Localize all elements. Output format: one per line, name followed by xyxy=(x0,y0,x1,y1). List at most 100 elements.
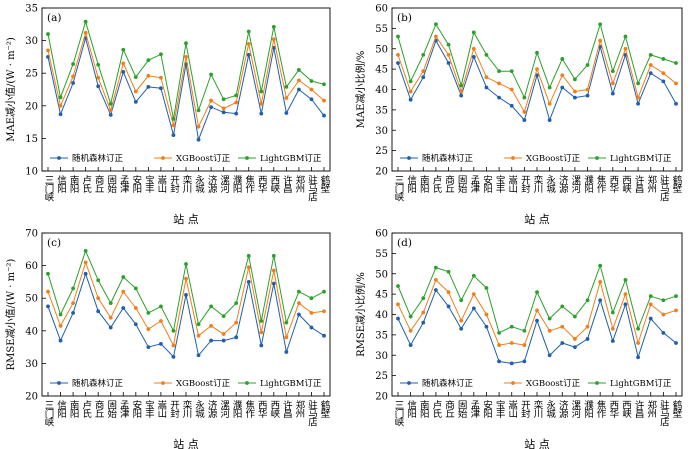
data-point xyxy=(623,277,628,282)
data-point xyxy=(209,338,213,343)
data-point xyxy=(573,345,577,349)
data-point xyxy=(636,101,640,106)
legend-marker xyxy=(161,381,165,385)
panel-d: 20 25 30 35 40 45 50 55 60 三门峡 信阳 南阳 卢氏 商丘 固始 孟津 安阳 宝丰 嵩山开… xyxy=(354,229,683,449)
data-point xyxy=(535,318,539,323)
data-point xyxy=(623,46,628,51)
legend-marker xyxy=(57,381,61,385)
x-category-label: 栾川 xyxy=(532,399,544,418)
x-category-label: 鹤壁 xyxy=(671,174,683,193)
data-point xyxy=(674,101,678,106)
data-point xyxy=(497,330,501,335)
data-point xyxy=(159,75,163,80)
data-point xyxy=(610,326,615,331)
y-axis-label: MAE减小值/(W · m⁻²) xyxy=(4,37,17,142)
x-category-label: 宝丰 xyxy=(494,174,506,194)
data-point xyxy=(522,359,527,364)
data-point xyxy=(146,73,151,78)
x-category-label: 西峡 xyxy=(620,400,632,419)
y-tick-label: 25 xyxy=(375,146,388,157)
x-category-label: 永城 xyxy=(193,174,205,194)
data-point xyxy=(221,314,226,319)
x-axis-label: 站 点 xyxy=(524,437,550,449)
y-axis-label: RMSE减小比例/% xyxy=(354,272,367,357)
x-category-label: 南阳 xyxy=(68,399,80,418)
x-category-label: 驻马店 xyxy=(658,400,670,427)
data-point xyxy=(71,74,75,79)
x-category-label: 濮阳 xyxy=(231,399,243,418)
data-point xyxy=(459,93,464,98)
data-point xyxy=(585,298,590,303)
data-point xyxy=(209,105,213,110)
data-point xyxy=(471,306,476,311)
data-point xyxy=(146,84,151,89)
data-point xyxy=(573,314,577,319)
data-point xyxy=(271,281,276,286)
data-point xyxy=(421,310,426,315)
data-point xyxy=(421,320,426,325)
x-category-label: 濮阳 xyxy=(582,174,594,193)
data-point xyxy=(648,52,653,57)
x-category-label: 信阳 xyxy=(55,399,67,418)
data-point xyxy=(96,296,101,301)
data-point xyxy=(623,302,628,307)
x-category-label: 永城 xyxy=(544,174,556,194)
data-point xyxy=(535,290,539,294)
y-tick-label: 45 xyxy=(375,290,388,301)
data-point xyxy=(284,335,289,340)
x-category-label: 嵩山 xyxy=(506,400,518,418)
data-point xyxy=(297,78,301,83)
data-point xyxy=(221,97,226,102)
x-category-label: 西华 xyxy=(256,400,268,419)
y-tick-label: 20 xyxy=(375,167,388,178)
data-point xyxy=(108,101,113,106)
data-point xyxy=(560,85,565,90)
data-point xyxy=(246,29,251,34)
data-point xyxy=(661,79,666,84)
data-point xyxy=(497,359,501,364)
data-point xyxy=(209,98,213,103)
data-point xyxy=(497,69,501,74)
data-point xyxy=(522,343,527,347)
data-point xyxy=(221,338,226,343)
data-point xyxy=(121,47,126,52)
data-point xyxy=(58,324,63,328)
data-point xyxy=(522,95,527,100)
data-point xyxy=(234,100,239,105)
y-tick-label: 20 xyxy=(25,392,38,403)
x-category-label: 嵩山 xyxy=(155,175,167,193)
data-point xyxy=(46,32,50,36)
data-point xyxy=(108,108,113,113)
data-point xyxy=(573,95,577,100)
data-point xyxy=(58,312,63,317)
data-point xyxy=(560,57,565,61)
data-point xyxy=(309,296,314,301)
x-axis-label: 站 点 xyxy=(524,212,550,226)
data-point xyxy=(284,111,289,115)
data-point xyxy=(309,87,314,92)
x-category-label: 许昌 xyxy=(281,399,293,419)
data-point xyxy=(221,106,226,111)
x-category-label: 焦作 xyxy=(595,399,607,419)
data-point xyxy=(146,310,151,315)
data-point xyxy=(196,124,201,129)
y-tick-label: 60 xyxy=(375,4,388,15)
data-point xyxy=(509,324,514,329)
y-tick-label: 60 xyxy=(375,229,388,240)
data-point xyxy=(421,52,426,57)
data-point xyxy=(259,101,264,106)
y-tick-label: 35 xyxy=(375,105,388,116)
x-category-label: 济源 xyxy=(557,174,569,194)
data-point xyxy=(297,87,301,92)
data-point xyxy=(522,110,527,114)
data-point xyxy=(547,85,552,90)
x-category-label: 西峡 xyxy=(620,175,632,194)
data-point xyxy=(560,341,565,345)
legend-label: LightGBM订正 xyxy=(610,378,672,389)
data-point xyxy=(322,98,326,103)
y-tick-label: 40 xyxy=(375,310,388,321)
data-point xyxy=(284,84,289,89)
plot-frame xyxy=(391,232,683,397)
data-point xyxy=(309,325,314,330)
data-point xyxy=(408,314,413,319)
